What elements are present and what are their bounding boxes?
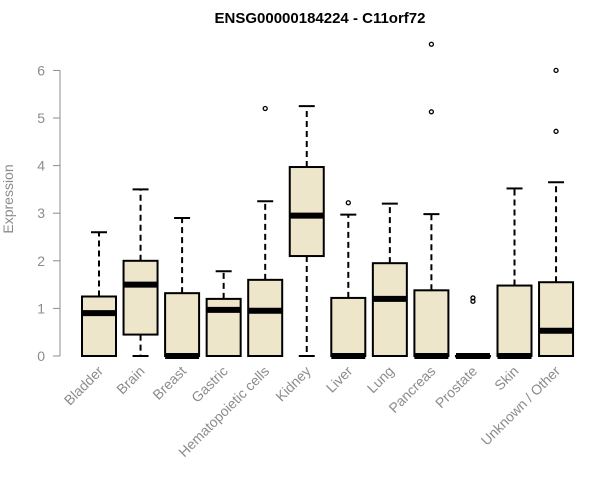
outlier-point — [553, 67, 559, 74]
outlier-point — [553, 128, 559, 134]
y-tick-label: 0 — [37, 348, 45, 364]
outlier-point — [428, 109, 435, 115]
box-body — [496, 284, 533, 357]
box-body — [247, 278, 284, 357]
x-tick-label: Bladder — [61, 363, 107, 409]
x-tick-label: Unknown / Other — [478, 363, 564, 449]
x-tick-label: Breast — [149, 363, 189, 403]
y-tick-label: 4 — [37, 158, 45, 174]
box-group — [81, 231, 117, 357]
y-tick-label: 6 — [37, 62, 45, 78]
x-tick-label: Kidney — [272, 363, 314, 405]
y-tick-label: 5 — [37, 110, 45, 126]
box-body — [288, 166, 325, 258]
y-axis: 0 1 2 3 4 5 6 — [37, 62, 61, 364]
box-group — [122, 188, 159, 357]
outlier-point — [428, 41, 435, 47]
box-group — [164, 216, 201, 359]
box-group — [247, 105, 284, 357]
box-group — [413, 41, 450, 359]
chart-title: ENSG00000184224 - C11orf72 — [215, 10, 426, 27]
box-group — [496, 187, 533, 359]
box-body — [413, 289, 450, 358]
box-body — [122, 259, 159, 336]
box-body — [371, 262, 408, 357]
box-body — [164, 292, 201, 357]
y-tick-label: 2 — [37, 253, 45, 269]
box-group — [371, 202, 408, 357]
outlier-point — [345, 200, 351, 206]
box-group — [538, 67, 575, 357]
box-group — [205, 270, 242, 358]
x-tick-label: Skin — [491, 363, 522, 394]
outlier-point — [262, 105, 268, 112]
y-axis-label: Expression — [0, 164, 16, 233]
outlier-point — [470, 295, 476, 301]
x-tick-label: Prostate — [432, 363, 480, 411]
box-group — [330, 200, 367, 359]
x-tick-label: Liver — [323, 363, 356, 396]
x-tick-label: Lung — [364, 363, 397, 396]
box-group — [288, 105, 325, 357]
box-group — [454, 295, 491, 359]
y-tick-label: 1 — [37, 300, 45, 316]
x-tick-label: Brain — [113, 363, 147, 397]
box-body — [81, 295, 117, 357]
y-tick-label: 3 — [37, 205, 45, 221]
box-series — [81, 41, 575, 359]
box-body — [330, 296, 367, 358]
box-body — [538, 281, 575, 357]
outlier-point — [470, 298, 476, 304]
